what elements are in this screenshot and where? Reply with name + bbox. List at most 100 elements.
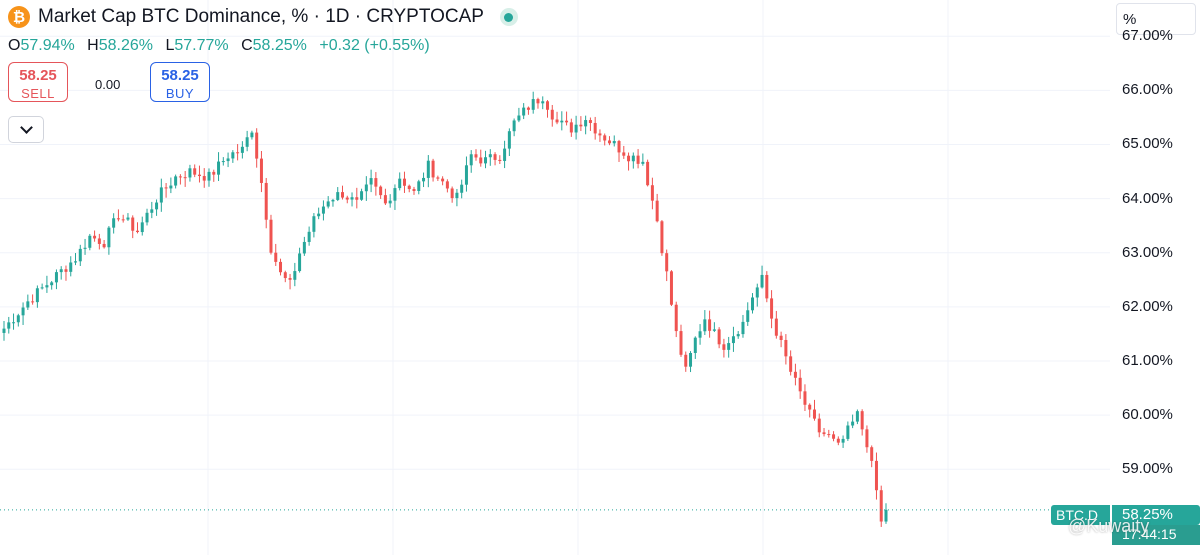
candle xyxy=(874,452,878,500)
candle-body xyxy=(708,319,712,331)
candle xyxy=(817,413,821,438)
candle xyxy=(155,199,159,216)
candle-body xyxy=(474,154,478,158)
candle-body xyxy=(441,178,445,182)
candle-body xyxy=(231,152,235,159)
sell-label: SELL xyxy=(21,86,55,101)
candle-body xyxy=(579,124,583,127)
candle xyxy=(221,157,225,166)
candle-body xyxy=(760,274,764,288)
candle-body xyxy=(469,154,473,166)
candle xyxy=(393,184,397,210)
candle xyxy=(88,233,92,251)
candle-body xyxy=(321,206,325,214)
candle-body xyxy=(741,321,745,335)
candle xyxy=(555,111,559,125)
candle-body xyxy=(650,185,654,201)
candle xyxy=(326,196,330,209)
candle xyxy=(107,226,111,255)
candle-body xyxy=(436,177,440,179)
candle xyxy=(812,399,816,421)
candle-body xyxy=(698,331,702,338)
ohlc-legend: O57.94% H58.26% L57.77% C58.25% +0.32 (+… xyxy=(8,37,430,55)
candle-body xyxy=(317,213,321,217)
candle xyxy=(50,280,54,290)
candle xyxy=(197,165,201,183)
candle xyxy=(436,175,440,181)
y-tick-label: 60.00% xyxy=(1122,406,1173,424)
candle xyxy=(445,179,449,193)
y-tick-label: 65.00% xyxy=(1122,135,1173,153)
scale-unit-button[interactable]: % xyxy=(1116,3,1196,35)
candle xyxy=(693,336,697,359)
candle-body xyxy=(107,227,111,248)
buy-button[interactable]: 58.25 BUY xyxy=(150,62,210,102)
candle-body xyxy=(112,218,116,228)
candle xyxy=(531,91,535,114)
candle xyxy=(674,301,678,338)
candle xyxy=(374,172,378,196)
candle-body xyxy=(822,432,826,435)
candle xyxy=(283,270,287,283)
high-value: 58.26% xyxy=(98,37,153,54)
candle-body xyxy=(240,146,244,153)
candle xyxy=(317,207,321,220)
candle-body xyxy=(78,248,82,262)
candle xyxy=(798,369,802,399)
candle xyxy=(93,230,97,242)
candle xyxy=(402,171,406,193)
candle xyxy=(441,176,445,186)
candle-body xyxy=(398,178,402,189)
last-price-tag: 58.25% xyxy=(1112,505,1200,525)
candle xyxy=(259,150,263,193)
candle-body xyxy=(693,337,697,353)
candle xyxy=(770,290,774,329)
candle xyxy=(860,409,864,436)
candle xyxy=(665,249,669,282)
candle-body xyxy=(355,197,359,200)
candle xyxy=(345,195,349,204)
candle-body xyxy=(116,218,120,220)
candle xyxy=(83,238,87,255)
candle xyxy=(679,324,683,357)
candle-body xyxy=(445,181,449,189)
candle xyxy=(169,177,173,194)
collapse-legend-button[interactable] xyxy=(8,116,44,143)
candle xyxy=(355,187,359,209)
candle-body xyxy=(607,140,611,144)
candle-body xyxy=(479,157,483,164)
candle-body xyxy=(374,178,378,187)
candle xyxy=(703,310,707,335)
candle xyxy=(236,144,240,161)
candle xyxy=(507,128,511,156)
candle-body xyxy=(798,377,802,392)
sell-button[interactable]: 58.25 SELL xyxy=(8,62,68,102)
candle xyxy=(307,226,311,246)
candle xyxy=(646,159,650,187)
candle xyxy=(321,200,325,221)
candle-body xyxy=(274,252,278,262)
candle xyxy=(302,236,306,256)
candle-body xyxy=(255,132,259,159)
candle xyxy=(31,294,35,305)
candle-body xyxy=(879,490,883,522)
candle-body xyxy=(488,154,492,158)
candle xyxy=(274,243,278,266)
candle-body xyxy=(326,201,330,207)
sell-price: 58.25 xyxy=(19,67,57,84)
candle xyxy=(431,158,435,182)
candle xyxy=(550,104,554,127)
candle xyxy=(21,302,25,325)
candle xyxy=(40,283,44,290)
candle xyxy=(569,118,573,137)
candle xyxy=(870,445,874,468)
market-status-icon[interactable] xyxy=(499,8,518,26)
chart-title[interactable]: Market Cap BTC Dominance, % · 1D · CRYPT… xyxy=(38,6,484,27)
candle xyxy=(193,164,197,178)
candle xyxy=(655,193,659,223)
candle xyxy=(126,213,130,221)
candle xyxy=(407,184,411,193)
candle xyxy=(460,179,464,199)
candle xyxy=(603,133,607,146)
